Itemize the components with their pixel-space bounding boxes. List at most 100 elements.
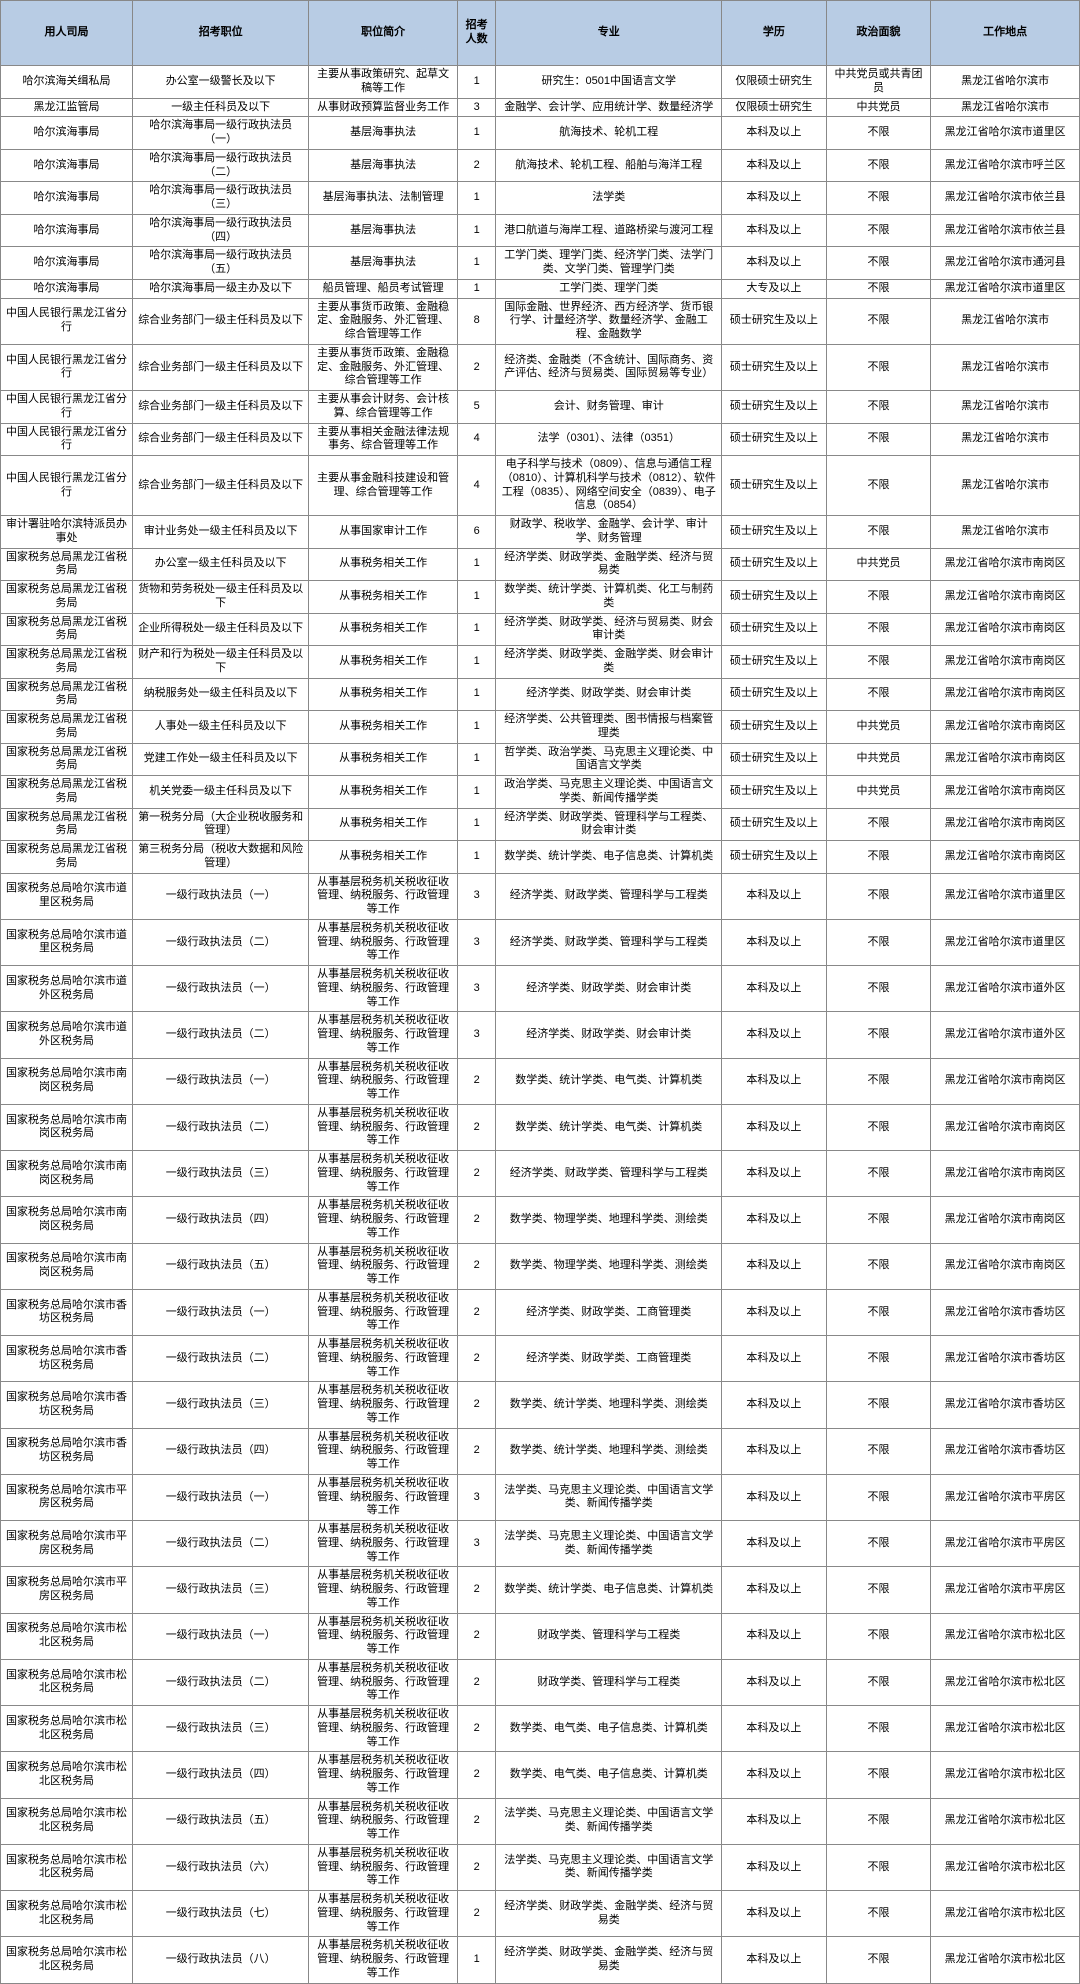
table-cell: 黑龙江省哈尔滨市松北区 [931,1659,1080,1705]
table-cell: 中国人民银行黑龙江省分行 [1,456,133,516]
table-cell: 一级行政执法员（六） [133,1844,309,1890]
table-cell: 国家税务总局哈尔滨市道里区税务局 [1,873,133,919]
table-cell: 硕士研究生及以上 [722,391,827,424]
table-cell: 本科及以上 [722,1706,827,1752]
table-cell: 中国人民银行黑龙江省分行 [1,298,133,344]
table-cell: 综合业务部门一级主任科员及以下 [133,391,309,424]
table-cell: 经济学类、公共管理类、图书情报与档案管理类 [496,711,722,744]
table-cell: 从事基层税务机关税收征收管理、纳税服务、行政管理等工作 [309,1752,458,1798]
table-cell: 黑龙江省哈尔滨市南岗区 [931,581,1080,614]
table-cell: 基层海事执法 [309,149,458,182]
table-cell: 不限 [826,1706,931,1752]
table-cell: 基层海事执法 [309,117,458,150]
table-cell: 1 [457,613,496,646]
table-cell: 哈尔滨海事局一级主办及以下 [133,279,309,298]
table-cell: 航海技术、轮机工程、船舶与海洋工程 [496,149,722,182]
table-cell: 2 [457,1706,496,1752]
table-cell: 一级行政执法员（二） [133,1521,309,1567]
table-cell: 黑龙江省哈尔滨市南岗区 [931,1243,1080,1289]
table-cell: 黑龙江省哈尔滨市道外区 [931,966,1080,1012]
table-cell: 经济学类、财政学类、管理科学与工程类 [496,919,722,965]
table-cell: 本科及以上 [722,1798,827,1844]
table-cell: 硕士研究生及以上 [722,743,827,776]
table-cell: 哈尔滨海关缉私局 [1,66,133,99]
table-cell: 财政学类、管理科学与工程类 [496,1659,722,1705]
table-cell: 不限 [826,1428,931,1474]
table-cell: 不限 [826,1151,931,1197]
table-cell: 中共党员 [826,548,931,581]
table-cell: 本科及以上 [722,247,827,280]
table-row: 国家税务总局哈尔滨市南岗区税务局一级行政执法员（三）从事基层税务机关税收征收管理… [1,1151,1080,1197]
table-cell: 2 [457,1336,496,1382]
table-cell: 不限 [826,298,931,344]
table-cell: 2 [457,1567,496,1613]
table-row: 中国人民银行黑龙江省分行综合业务部门一级主任科员及以下主要从事货币政策、金融稳定… [1,344,1080,390]
table-cell: 数学类、统计学类、电气类、计算机类 [496,1104,722,1150]
table-row: 国家税务总局哈尔滨市松北区税务局一级行政执法员（三）从事基层税务机关税收征收管理… [1,1706,1080,1752]
col-position: 招考职位 [133,1,309,66]
table-cell: 硕士研究生及以上 [722,776,827,809]
table-cell: 不限 [826,678,931,711]
table-cell: 国家税务总局黑龙江省税务局 [1,711,133,744]
table-row: 国家税务总局哈尔滨市南岗区税务局一级行政执法员（四）从事基层税务机关税收征收管理… [1,1197,1080,1243]
table-cell: 一级行政执法员（一） [133,1474,309,1520]
table-cell: 国家税务总局哈尔滨市道外区税务局 [1,966,133,1012]
table-cell: 黑龙江省哈尔滨市 [931,98,1080,117]
table-cell: 从事基层税务机关税收征收管理、纳税服务、行政管理等工作 [309,1428,458,1474]
table-cell: 2 [457,1798,496,1844]
table-cell: 纳税服务处一级主任科员及以下 [133,678,309,711]
table-cell: 第一税务分局（大企业税收服务和管理） [133,808,309,841]
table-cell: 一级行政执法员（三） [133,1567,309,1613]
table-cell: 数学类、统计学类、地理科学类、测绘类 [496,1382,722,1428]
table-cell: 国家税务总局哈尔滨市松北区税务局 [1,1891,133,1937]
table-cell: 黑龙江省哈尔滨市香坊区 [931,1382,1080,1428]
table-cell: 3 [457,98,496,117]
table-cell: 黑龙江省哈尔滨市道里区 [931,919,1080,965]
table-cell: 不限 [826,1336,931,1382]
table-cell: 人事处一级主任科员及以下 [133,711,309,744]
table-cell: 黑龙江省哈尔滨市通河县 [931,247,1080,280]
table-cell: 第三税务分局（税收大数据和风险管理） [133,841,309,874]
table-cell: 经济类、金融类（不含统计、国际商务、资产评估、经济与贸易类、国际贸易等专业） [496,344,722,390]
table-cell: 从事税务相关工作 [309,743,458,776]
table-cell: 审计署驻哈尔滨特派员办事处 [1,516,133,549]
table-cell: 不限 [826,1197,931,1243]
table-cell: 基层海事执法 [309,214,458,247]
table-cell: 本科及以上 [722,1197,827,1243]
table-cell: 国家税务总局哈尔滨市松北区税务局 [1,1613,133,1659]
table-cell: 从事基层税务机关税收征收管理、纳税服务、行政管理等工作 [309,1289,458,1335]
table-cell: 不限 [826,841,931,874]
table-cell: 一级行政执法员（三） [133,1382,309,1428]
table-cell: 黑龙江省哈尔滨市松北区 [931,1891,1080,1937]
table-cell: 经济学类、财政学类、管理科学与工程类 [496,1151,722,1197]
table-cell: 经济学类、财政学类、管理科学与工程类、财会审计类 [496,808,722,841]
table-cell: 中国人民银行黑龙江省分行 [1,344,133,390]
table-cell: 哈尔滨海事局 [1,279,133,298]
table-cell: 黑龙江省哈尔滨市平房区 [931,1567,1080,1613]
table-row: 国家税务总局哈尔滨市平房区税务局一级行政执法员（二）从事基层税务机关税收征收管理… [1,1521,1080,1567]
table-row: 国家税务总局黑龙江省税务局党建工作处一级主任科员及以下从事税务相关工作1哲学类、… [1,743,1080,776]
table-cell: 黑龙江省哈尔滨市道里区 [931,279,1080,298]
table-cell: 黑龙江省哈尔滨市 [931,423,1080,456]
table-cell: 哈尔滨海事局 [1,182,133,215]
table-cell: 国家税务总局哈尔滨市香坊区税务局 [1,1289,133,1335]
table-cell: 黑龙江省哈尔滨市道外区 [931,1012,1080,1058]
table-cell: 从事基层税务机关税收征收管理、纳税服务、行政管理等工作 [309,1151,458,1197]
table-cell: 黑龙江省哈尔滨市南岗区 [931,678,1080,711]
table-cell: 国家税务总局黑龙江省税务局 [1,776,133,809]
table-cell: 2 [457,1104,496,1150]
table-row: 国家税务总局黑龙江省税务局办公室一级主任科员及以下从事税务相关工作1经济学类、财… [1,548,1080,581]
table-cell: 国家税务总局哈尔滨市平房区税务局 [1,1567,133,1613]
table-cell: 国家税务总局哈尔滨市南岗区税务局 [1,1243,133,1289]
table-cell: 港口航道与海岸工程、道路桥梁与渡河工程 [496,214,722,247]
col-major: 专业 [496,1,722,66]
table-cell: 3 [457,1521,496,1567]
table-cell: 主要从事会计财务、会计核算、综合管理等工作 [309,391,458,424]
table-cell: 黑龙江省哈尔滨市南岗区 [931,548,1080,581]
table-cell: 硕士研究生及以上 [722,711,827,744]
table-cell: 本科及以上 [722,1752,827,1798]
table-cell: 不限 [826,1659,931,1705]
table-cell: 2 [457,1289,496,1335]
table-cell: 4 [457,456,496,516]
table-cell: 基层海事执法 [309,247,458,280]
